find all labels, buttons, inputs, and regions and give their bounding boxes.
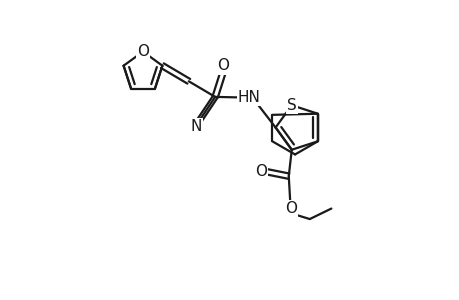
Text: O: O	[137, 44, 149, 59]
Text: N: N	[190, 119, 202, 134]
Text: O: O	[284, 201, 296, 216]
Text: O: O	[217, 58, 229, 74]
Text: O: O	[254, 164, 266, 179]
Text: HN: HN	[237, 90, 260, 105]
Text: S: S	[286, 98, 296, 113]
